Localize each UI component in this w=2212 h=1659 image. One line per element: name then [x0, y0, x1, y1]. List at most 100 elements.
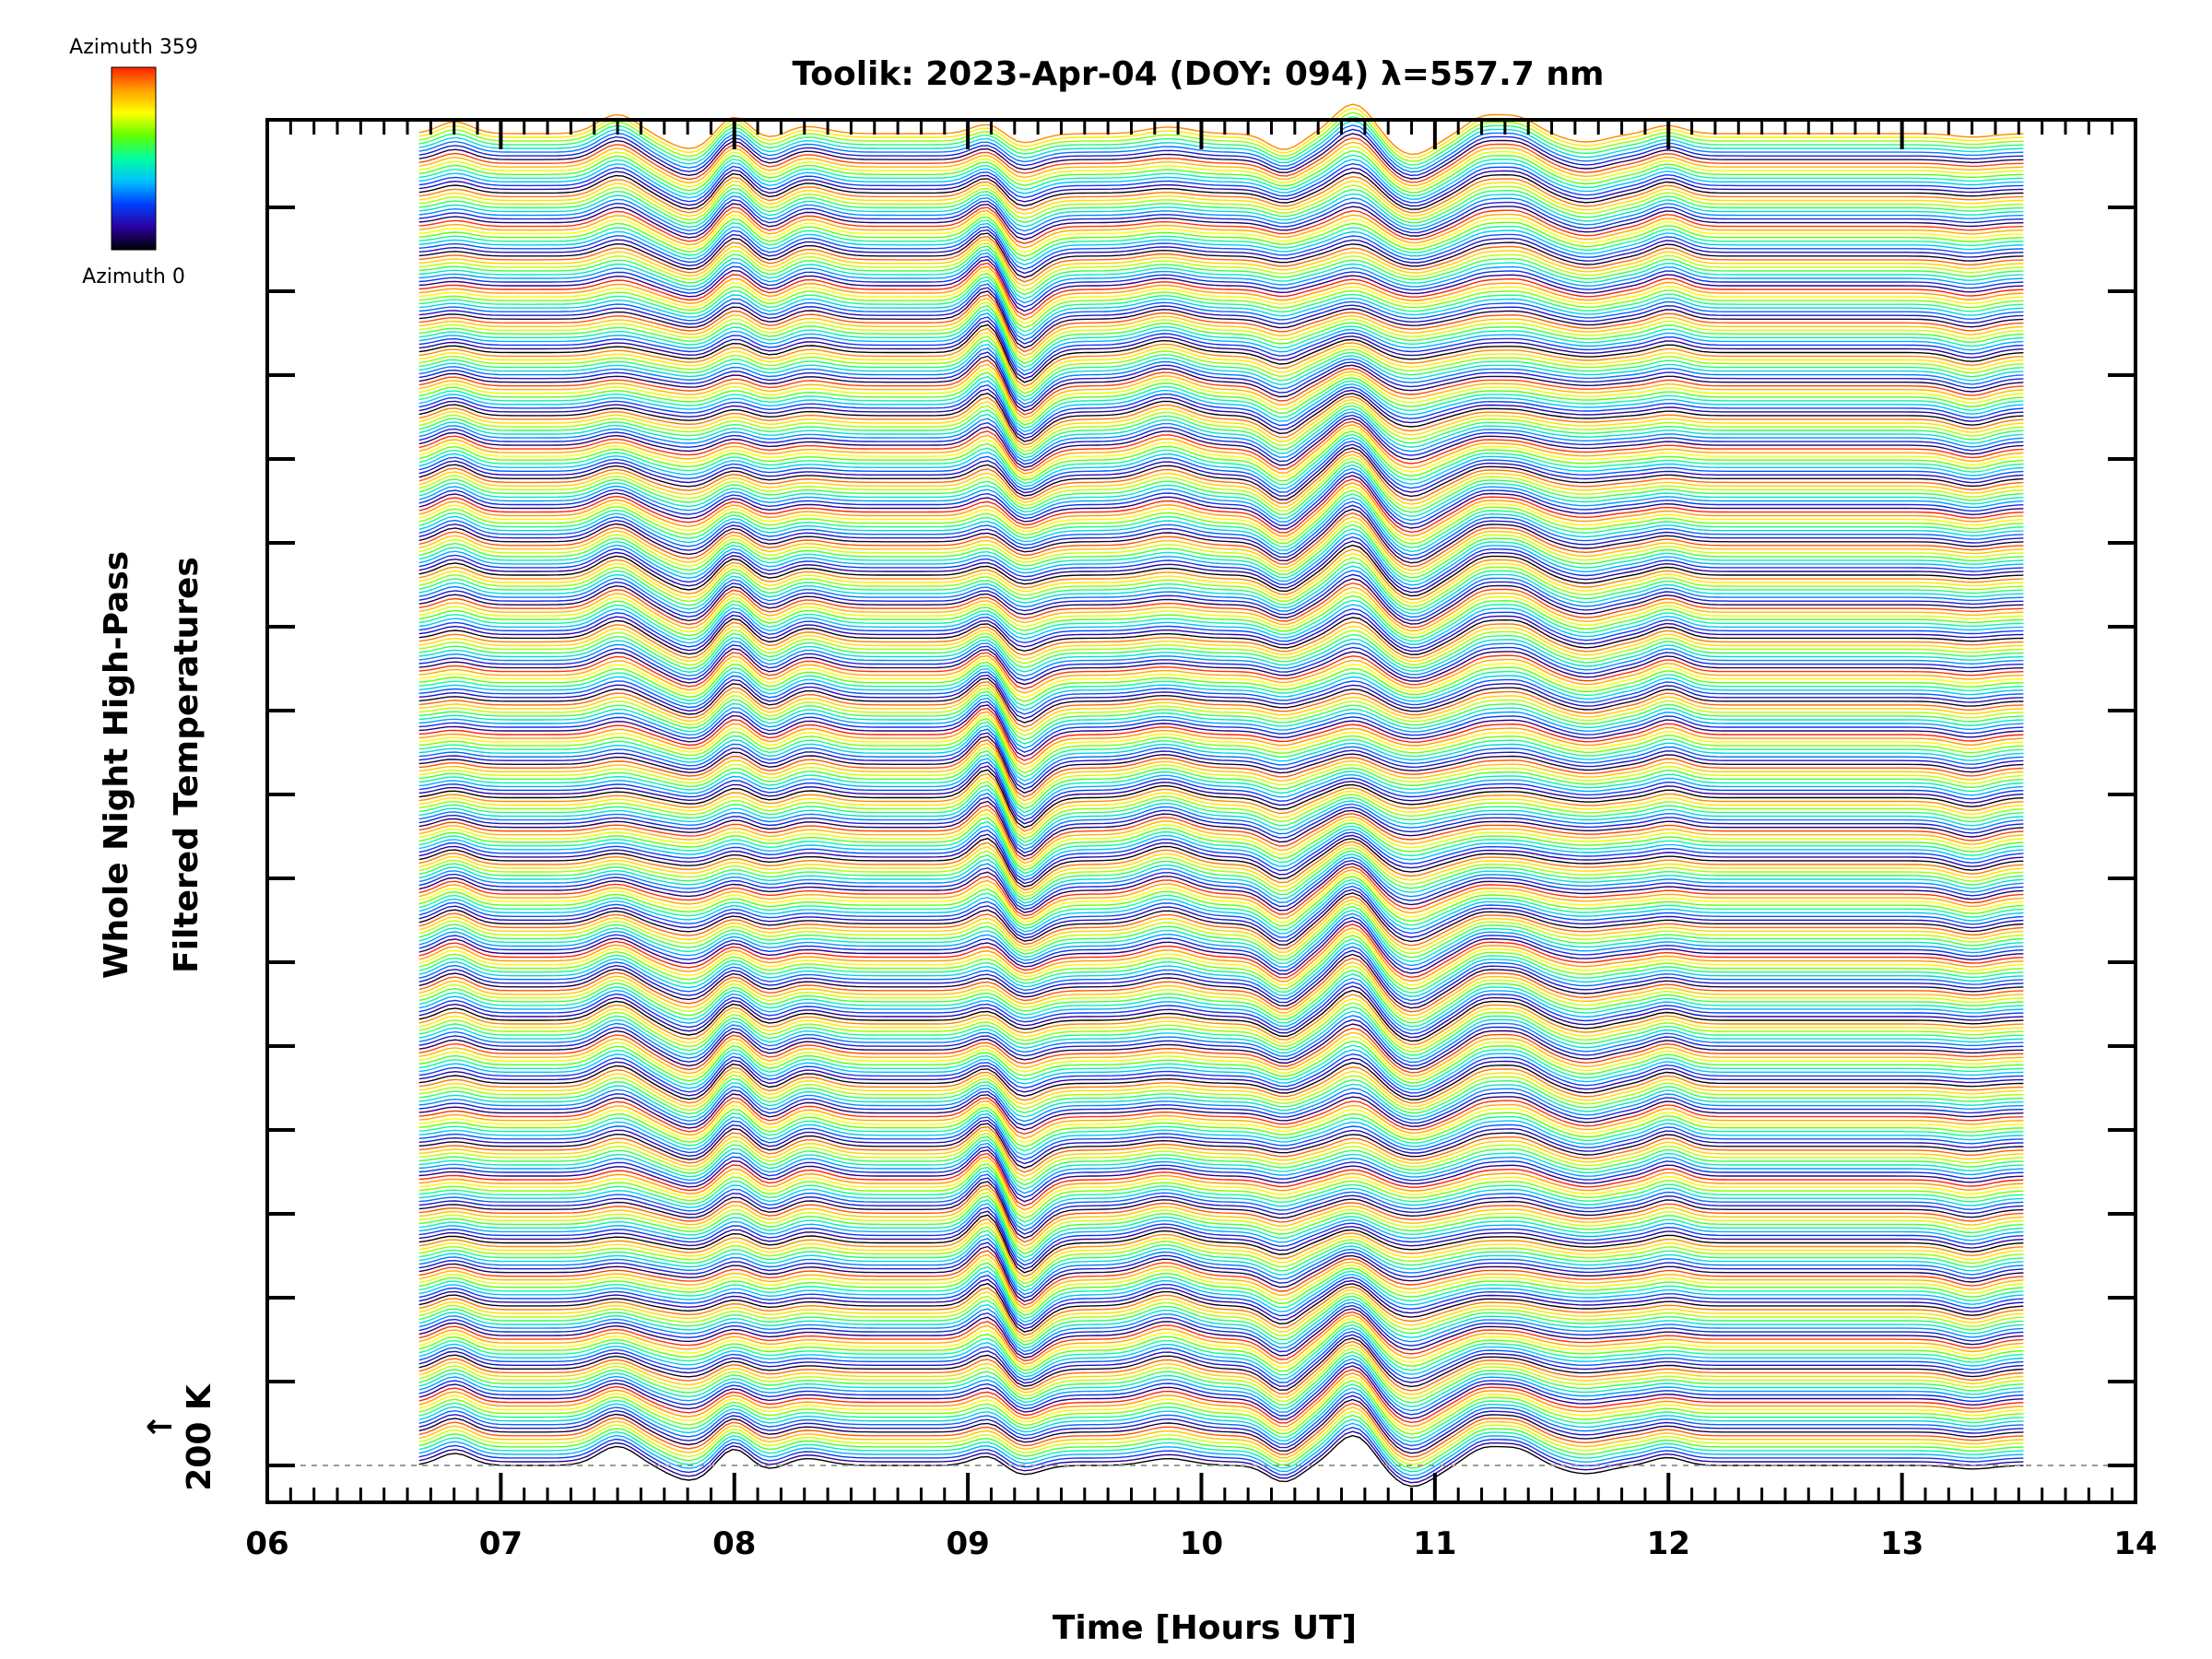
scale-label: 200 K: [181, 1383, 218, 1491]
trace-line: [418, 704, 2024, 758]
trace-line: [418, 120, 2024, 170]
trace-line: [418, 209, 2024, 249]
trace-line: [418, 1369, 2024, 1424]
trace-line: [418, 1230, 2024, 1288]
trace-line: [418, 355, 2024, 412]
trace-line: [418, 363, 2024, 419]
trace-line: [418, 1258, 2024, 1313]
trace-line: [418, 320, 2024, 380]
trace-line: [418, 808, 2024, 865]
trace-line: [418, 535, 2024, 590]
trace-line: [418, 460, 2024, 515]
trace-line: [418, 625, 2024, 663]
trace-line: [418, 1203, 2024, 1263]
trace-line: [418, 599, 2024, 642]
trace-line: [418, 1112, 2024, 1157]
trace-line: [418, 520, 2024, 575]
trace-line: [418, 739, 2024, 798]
trace-line: [418, 644, 2024, 681]
trace-line: [418, 486, 2024, 541]
trace-line: [418, 604, 2024, 645]
trace-line: [418, 697, 2024, 749]
trace-line: [418, 252, 2024, 304]
trace-line: [418, 1173, 2024, 1231]
trace-line: [418, 1354, 2024, 1409]
trace-line: [418, 1049, 2024, 1090]
trace-line: [418, 1188, 2024, 1247]
trace-line: [418, 245, 2024, 296]
trace-line: [418, 1106, 2024, 1147]
trace-line: [418, 1226, 2024, 1285]
trace-line: [418, 1097, 2024, 1135]
y-axis-label-line2: Filtered Temperatures: [168, 557, 206, 973]
trace-line: [418, 433, 2024, 486]
x-tick-label: 12: [1647, 1525, 1690, 1562]
trace-line: [418, 1142, 2024, 1194]
trace-line: [418, 1286, 2024, 1336]
trace-line: [418, 195, 2024, 232]
chart-title: Toolik: 2023-Apr-04 (DOY: 094) λ=557.7 n…: [792, 55, 1604, 93]
trace-line: [418, 1347, 2024, 1402]
trace-line: [418, 859, 2024, 911]
trace-line: [418, 677, 2024, 724]
colorbar-bottom-label: Azimuth 0: [82, 265, 185, 288]
trace-line: [418, 1308, 2024, 1359]
trace-line: [418, 351, 2024, 408]
trace-line: [418, 552, 2024, 605]
trace-line: [418, 667, 2024, 712]
trace-line: [418, 892, 2024, 946]
trace-line: [418, 504, 2024, 560]
trace-line: [418, 1245, 2024, 1302]
trace-line: [418, 825, 2024, 878]
trace-line: [418, 524, 2024, 579]
trace-line: [418, 371, 2024, 426]
trace-line: [418, 1238, 2024, 1296]
trace-line: [418, 1089, 2024, 1126]
trace-line: [418, 497, 2024, 553]
trace-line: [418, 1282, 2024, 1333]
trace-line: [418, 1184, 2024, 1243]
trace-line: [418, 565, 2024, 615]
trace-line: [418, 743, 2024, 802]
trace-line: [418, 977, 2024, 1031]
trace-line: [418, 199, 2024, 236]
trace-line: [418, 407, 2024, 459]
trace-line: [418, 674, 2024, 720]
trace-line: [418, 711, 2024, 766]
trace-line: [418, 1358, 2024, 1413]
trace-line: [418, 226, 2024, 270]
trace-line: [418, 380, 2024, 433]
trace-line: [418, 793, 2024, 851]
trace-line: [418, 1077, 2024, 1115]
trace-line: [418, 728, 2024, 786]
trace-line: [418, 1398, 2024, 1454]
trace-line: [418, 324, 2024, 383]
trace-line: [418, 1344, 2024, 1398]
trace-line: [418, 912, 2024, 968]
trace-line: [418, 1383, 2024, 1439]
trace-line: [418, 420, 2024, 472]
trace-line: [418, 942, 2024, 998]
trace-line: [418, 255, 2024, 308]
trace-line: [418, 107, 2024, 159]
trace-line: [418, 1406, 2024, 1462]
trace-line: [418, 312, 2024, 372]
x-tick-label: 13: [1880, 1525, 1924, 1562]
trace-line: [418, 1262, 2024, 1316]
trace-line: [418, 171, 2024, 210]
trace-line: [418, 1270, 2024, 1324]
trace-line: [418, 1301, 2024, 1352]
trace-line: [418, 586, 2024, 632]
trace-line: [418, 1324, 2024, 1376]
trace-line: [418, 856, 2024, 907]
trace-line: [418, 528, 2024, 582]
trace-line: [418, 1057, 2024, 1098]
trace-line: [418, 482, 2024, 537]
trace-line: [418, 878, 2024, 931]
trace-line: [418, 800, 2024, 857]
trace-line: [418, 301, 2024, 360]
trace-line: [418, 128, 2024, 177]
trace-line: [418, 629, 2024, 666]
trace-line: [418, 368, 2024, 423]
trace-line: [418, 375, 2024, 429]
